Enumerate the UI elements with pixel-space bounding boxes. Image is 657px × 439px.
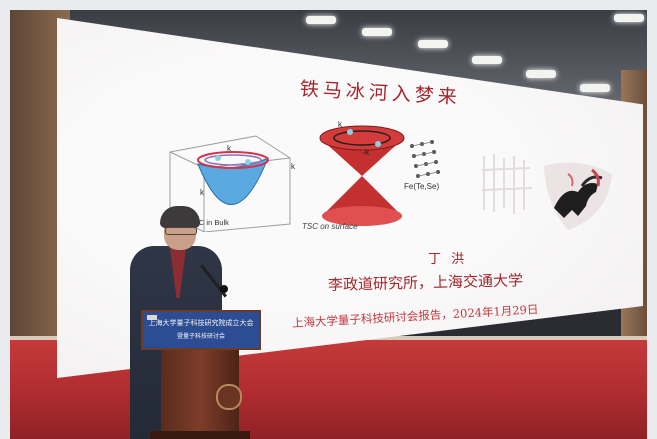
podium-banner: 上海大学量子科技研究院成立大会 暨量子科技研讨会 <box>141 310 261 350</box>
spin-dot <box>375 141 381 147</box>
fig-label-cone-k: k <box>338 120 342 129</box>
dirac-cone-figure <box>319 125 405 226</box>
ceiling-light <box>526 70 556 78</box>
ceiling-light <box>580 84 610 92</box>
fig-label-k-top: k <box>227 144 231 153</box>
red-ink-stroke <box>567 173 574 187</box>
university-seal <box>216 384 242 410</box>
red-ink-stroke <box>591 168 600 187</box>
speaker-name: 丁 洪 <box>428 252 468 267</box>
fig-caption-surface: TSC on surface <box>302 222 358 231</box>
spin-dot <box>245 159 251 165</box>
podium-base <box>150 431 250 439</box>
bulk-band-figure <box>169 135 291 232</box>
spin-dot <box>347 129 353 135</box>
spin-dot <box>215 155 221 161</box>
fig-label-k-right: k <box>291 162 295 171</box>
ceiling-light <box>418 40 448 48</box>
ceiling-light <box>306 16 336 24</box>
bulk-fermi-ring-inner <box>204 154 262 166</box>
photo: 铁马冰河入梦来 k k k al SC in Bulk k -k <box>10 10 647 439</box>
ceiling-light <box>362 28 392 36</box>
horse-painting <box>544 162 612 230</box>
bulk-fermi-ring <box>197 151 269 169</box>
podium-logo-icon <box>147 315 157 320</box>
speaker-hair <box>160 206 200 228</box>
fig-label-cone-minus-k: -k <box>362 148 370 157</box>
microphone-head <box>220 285 228 293</box>
lower-cone-rim <box>322 206 402 226</box>
podium-banner-line1: 上海大学量子科技研究院成立大会 <box>148 319 254 327</box>
faded-calligraphy <box>481 154 533 214</box>
ceiling-light <box>472 56 502 64</box>
horse-ink-mane <box>580 175 603 187</box>
speaker-glasses <box>165 227 197 235</box>
horse-ink <box>554 183 598 218</box>
fig-label-material: Fe(Te,Se) <box>404 182 440 191</box>
upper-cone-rim <box>319 125 405 151</box>
fig-caption-bulk: al SC in Bulk <box>186 218 229 227</box>
fig-label-k-left: k <box>200 188 204 197</box>
lattice-figure <box>410 140 440 178</box>
ceiling-light <box>614 14 644 22</box>
podium-banner-line2: 暨量子科技研讨会 <box>176 333 225 340</box>
surface-fermi-ring <box>333 130 391 146</box>
